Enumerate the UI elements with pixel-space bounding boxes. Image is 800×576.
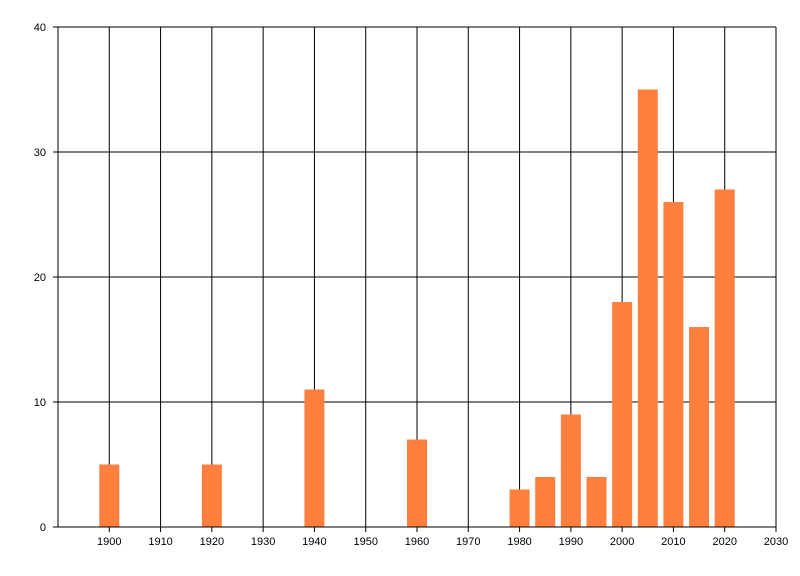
x-tick-label: 2030 [764, 536, 788, 548]
bar [714, 189, 735, 527]
x-axis-ticks: 1900 1910 1920 1930 1940 1950 1960 1970 1980 1990… [97, 527, 788, 548]
x-tick-label: 2020 [712, 536, 736, 548]
x-tick-label: 1910 [148, 536, 172, 548]
y-axis-ticks: 0 10 20 30 40 [34, 22, 58, 534]
bar [99, 464, 120, 527]
bar [407, 439, 427, 527]
x-tick-label: 1980 [507, 536, 531, 548]
bar [637, 89, 658, 527]
bar [509, 489, 530, 527]
bar [535, 477, 556, 527]
y-tick-label: 40 [34, 22, 46, 34]
x-tick-label: 1960 [405, 536, 429, 548]
y-tick-label: 10 [34, 397, 46, 409]
bar [560, 414, 581, 527]
x-tick-label: 1940 [302, 536, 326, 548]
y-tick-label: 20 [34, 272, 46, 284]
x-tick-label: 2000 [610, 536, 634, 548]
x-tick-label: 2010 [661, 536, 685, 548]
y-tick-label: 30 [34, 147, 46, 159]
y-tick-label: 0 [40, 522, 46, 534]
x-tick-label: 1900 [97, 536, 121, 548]
x-tick-label: 1990 [559, 536, 583, 548]
bar [689, 327, 710, 527]
bar [612, 302, 633, 527]
x-tick-label: 1930 [251, 536, 275, 548]
bar [663, 202, 684, 527]
bar [586, 477, 607, 527]
bars [99, 89, 735, 527]
x-tick-label: 1950 [353, 536, 377, 548]
x-tick-label: 1920 [200, 536, 224, 548]
x-tick-label: 1970 [456, 536, 480, 548]
bar [201, 464, 222, 527]
bar [304, 389, 325, 527]
